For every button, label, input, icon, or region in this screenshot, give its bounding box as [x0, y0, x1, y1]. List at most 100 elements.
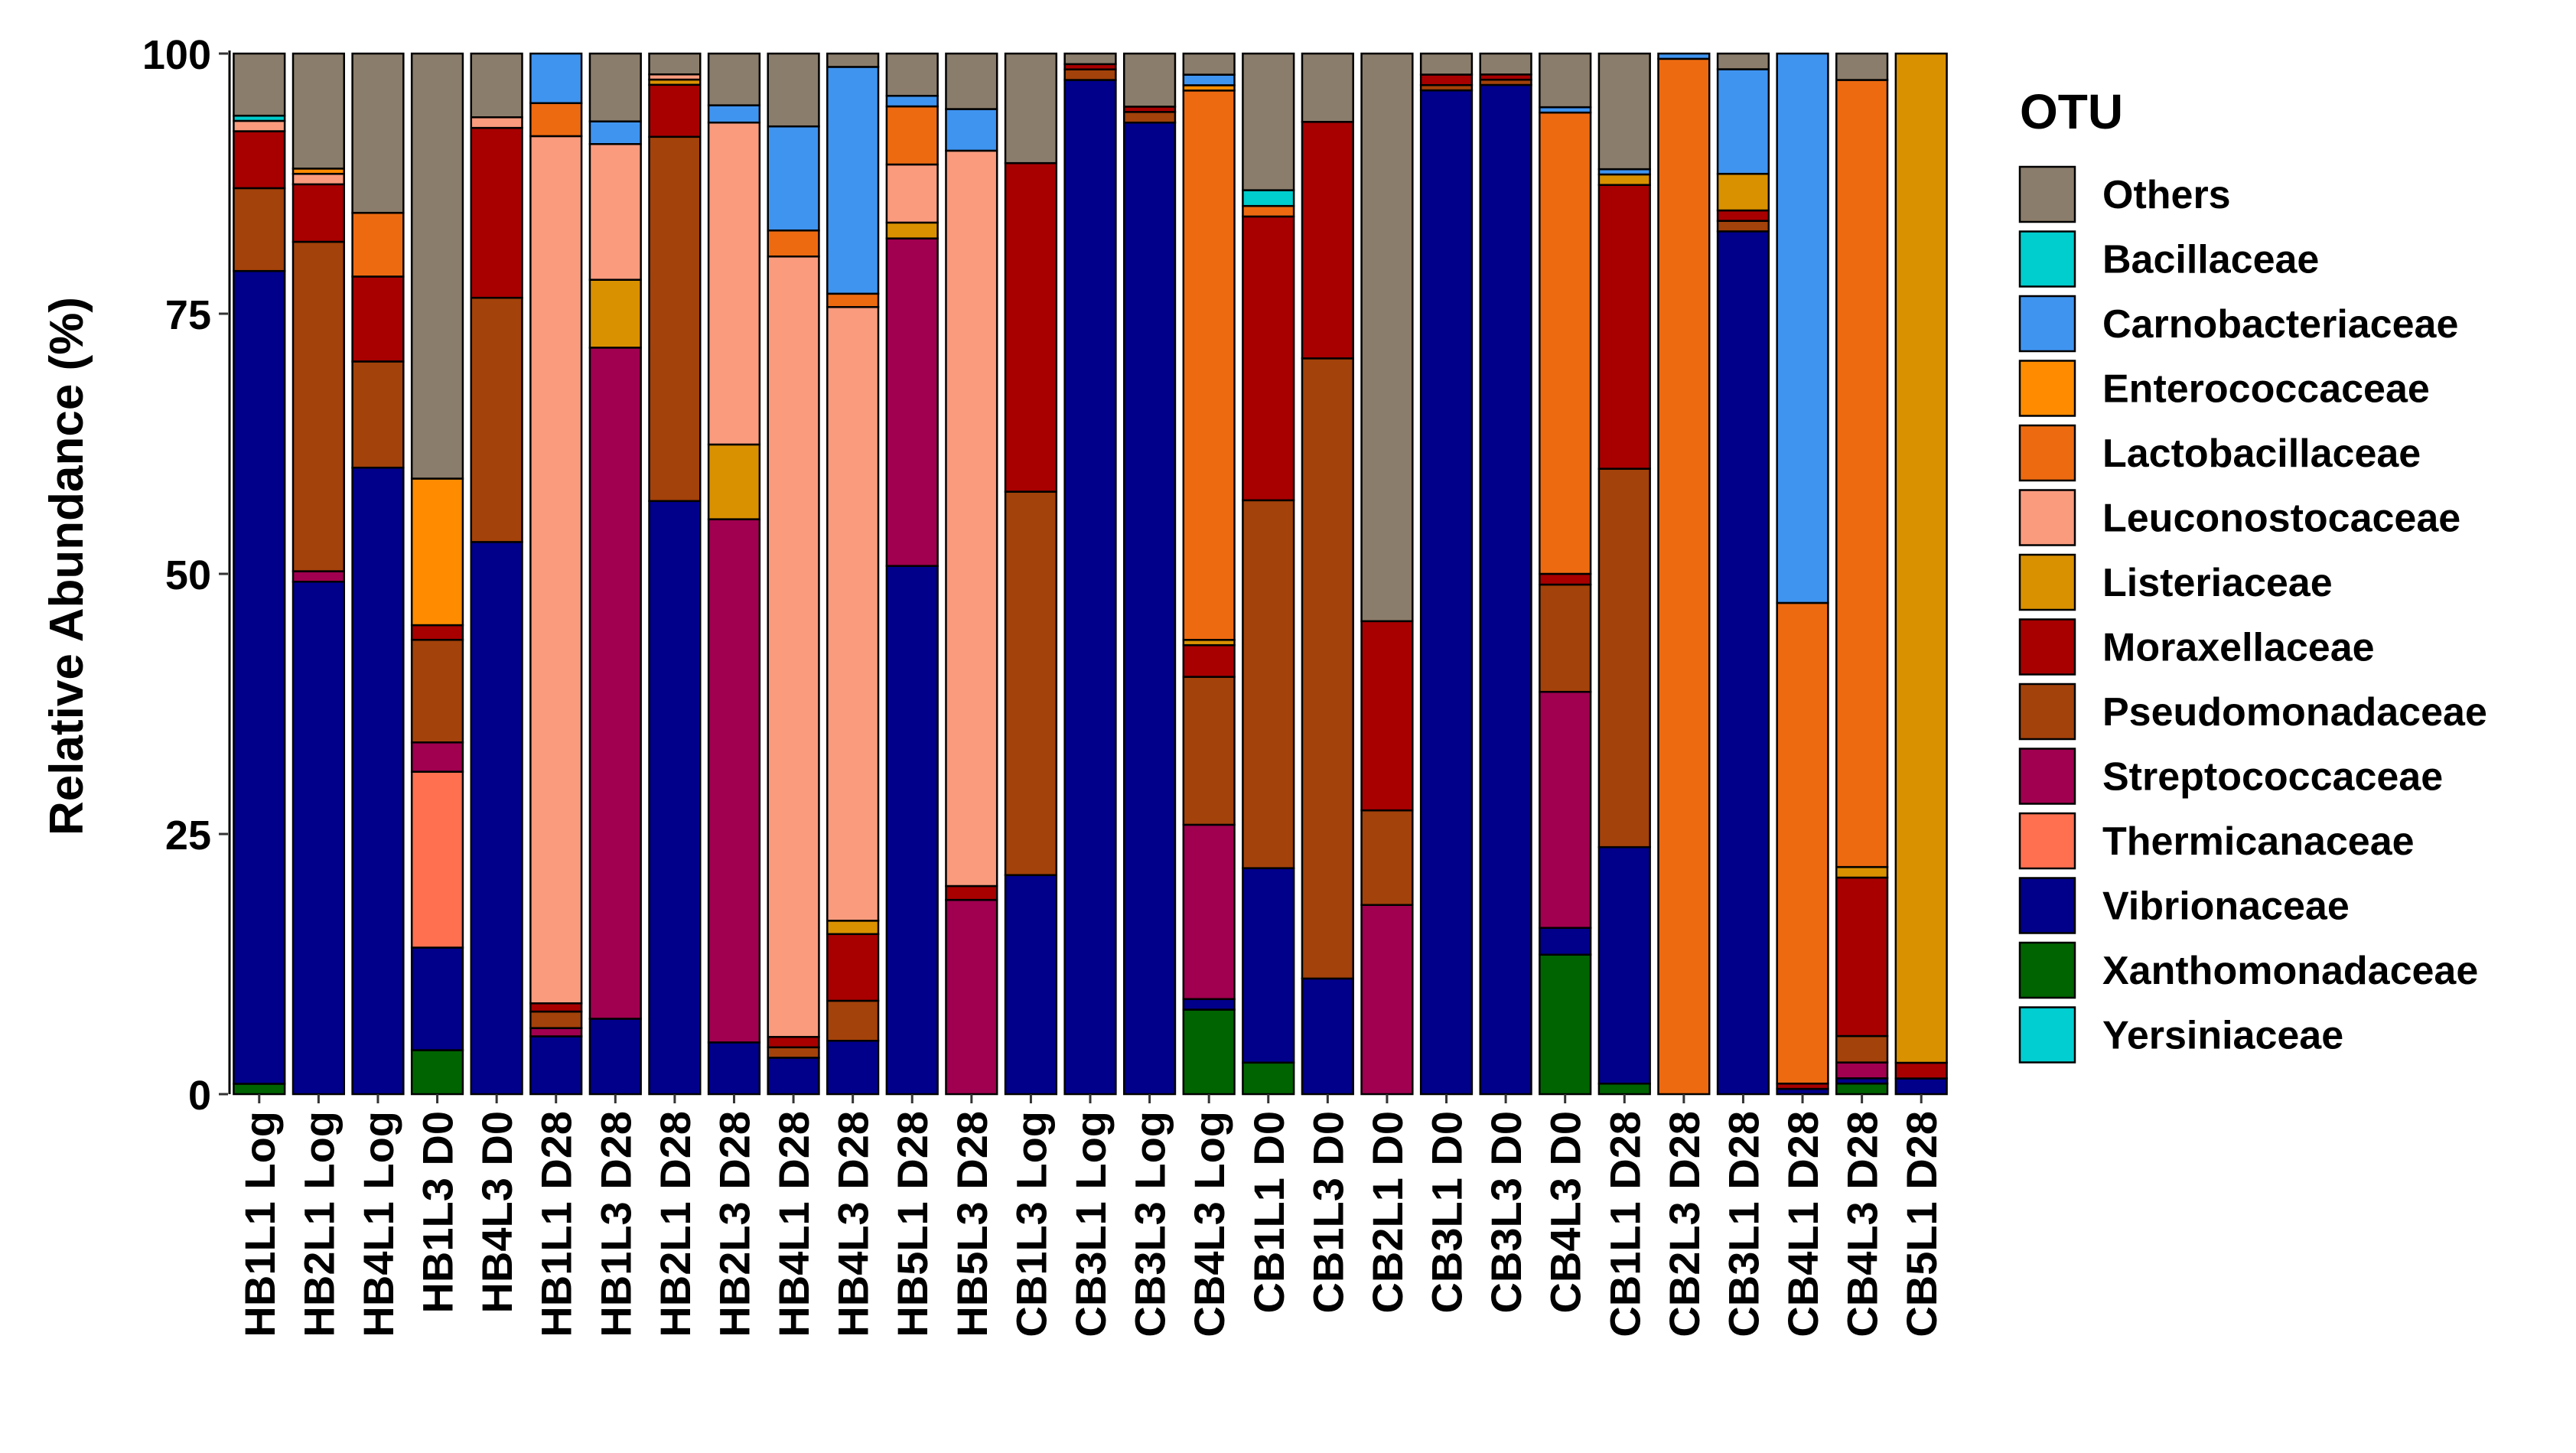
bar-segment	[351, 360, 405, 469]
legend-swatch	[2018, 877, 2076, 934]
bar-segment	[410, 477, 464, 627]
bar-segment	[885, 237, 939, 567]
x-tick-label: HB2L3 D28	[710, 1111, 758, 1337]
bar-stack	[1539, 52, 1592, 1096]
bar-segment	[945, 898, 998, 1096]
legend-swatch	[2018, 230, 2076, 288]
legend-label: Carnobacteriaceae	[2102, 302, 2458, 347]
bar-stack	[470, 52, 523, 1096]
bar-segment	[470, 116, 523, 129]
bar-segment	[1360, 904, 1414, 1096]
bar-segment	[1835, 1034, 1889, 1064]
bar-segment	[1242, 215, 1295, 502]
legend-entry: Moraxellaceae	[2018, 618, 2375, 676]
legend: OTU Others Bacillaceae Carnobacteriaceae En…	[2018, 84, 2487, 1064]
bar-segment	[945, 108, 998, 152]
bar-segment	[707, 443, 761, 520]
x-tick-label: HB1L3 D28	[591, 1111, 640, 1337]
bar-segment	[1894, 1077, 1948, 1096]
bar-segment	[1539, 583, 1592, 693]
x-tick-label: HB4L3 D0	[473, 1111, 521, 1314]
bar-segment	[351, 211, 405, 278]
bar-segment	[648, 83, 702, 138]
bar-segment	[470, 541, 523, 1096]
bar-segment	[1716, 209, 1770, 222]
legend-swatch	[2018, 553, 2076, 611]
bar-segment	[529, 52, 583, 105]
bar-stack	[1063, 52, 1117, 1096]
legend-entry: Streptococcaceae	[2018, 748, 2443, 805]
y-tick-label: 100	[142, 32, 211, 78]
bar-stack	[1776, 52, 1829, 1096]
bar-segment	[1597, 468, 1651, 849]
bar-segment	[588, 120, 642, 145]
bar-segment	[1301, 121, 1354, 360]
bar-segment	[1004, 52, 1058, 165]
bar-segment	[1716, 68, 1770, 175]
bar-segment	[410, 1049, 464, 1096]
x-tick-label: CB1L3 D0	[1304, 1111, 1352, 1314]
bar-stack	[1835, 52, 1889, 1096]
bar-segment	[588, 279, 642, 349]
bar-stack	[1894, 52, 1948, 1096]
legend-label: Listeriaceae	[2102, 561, 2333, 605]
bar-segment	[410, 741, 464, 773]
legend-swatch	[2018, 941, 2076, 999]
bar-segment	[1122, 121, 1177, 1096]
bar-segment	[410, 52, 464, 480]
x-tick-label: HB1L3 D0	[414, 1111, 462, 1314]
bar-segment	[1716, 220, 1770, 233]
bar-segment	[1539, 111, 1592, 575]
bar-stack	[1597, 52, 1651, 1096]
bar-segment	[1242, 867, 1295, 1064]
legend-entry: Xanthomonadaceae	[2018, 941, 2478, 999]
x-tick-label: CB2L1 D0	[1363, 1111, 1412, 1314]
bar-segment	[648, 52, 702, 76]
bar-segment	[233, 187, 286, 272]
bar-segment	[1835, 865, 1889, 879]
legend-label: Thermicanaceae	[2102, 819, 2415, 864]
bar-segment	[470, 52, 523, 119]
bar-segment	[529, 1002, 583, 1013]
bars	[233, 52, 1948, 1096]
bar-segment	[1716, 230, 1770, 1096]
x-tick-label: CB3L1 Log	[1067, 1111, 1115, 1337]
bar-segment	[1004, 161, 1058, 493]
bar-segment	[1182, 52, 1236, 76]
legend-swatch	[2018, 618, 2076, 676]
bar-segment	[1835, 876, 1889, 1038]
bar-segment	[1182, 643, 1236, 678]
bar-segment	[1242, 499, 1295, 869]
legend-entry: Vibrionaceae	[2018, 877, 2350, 934]
bar-segment	[233, 52, 286, 117]
bar-segment	[1301, 977, 1354, 1096]
bar-stack	[233, 52, 286, 1096]
bar-segment	[1301, 52, 1354, 123]
bar-segment	[826, 52, 880, 68]
legend-label: Streptococcaceae	[2102, 755, 2443, 800]
legend-swatch	[2018, 165, 2076, 223]
bar-segment	[1182, 90, 1236, 641]
bar-segment	[410, 624, 464, 641]
legend-label: Xanthomonadaceae	[2102, 949, 2478, 993]
y-axis-label: Relative Abundance (%)	[41, 297, 93, 836]
bar-stack	[1419, 52, 1474, 1096]
bar-segment	[826, 66, 880, 295]
bar-segment	[233, 119, 286, 132]
bar-stack	[351, 52, 405, 1096]
bar-segment	[1716, 52, 1770, 70]
x-tick-label: HB5L1 D28	[888, 1111, 936, 1337]
bar-segment	[826, 999, 880, 1042]
bar-segment	[1539, 572, 1592, 586]
x-tick-label: HB4L3 D28	[829, 1111, 878, 1337]
y-axis-label-group: Relative Abundance (%)	[41, 297, 93, 836]
legend-label: Bacillaceae	[2102, 238, 2319, 282]
legend-swatch	[2018, 360, 2076, 417]
legend-label: Enterococcaceae	[2102, 367, 2430, 412]
legend-entry: Bacillaceae	[2018, 230, 2319, 288]
legend-entry: Others	[2018, 165, 2231, 223]
x-tick-label: CB4L1 D28	[1779, 1111, 1827, 1337]
bar-segment	[885, 221, 939, 239]
legend-label: Leuconostocaceae	[2102, 497, 2460, 541]
